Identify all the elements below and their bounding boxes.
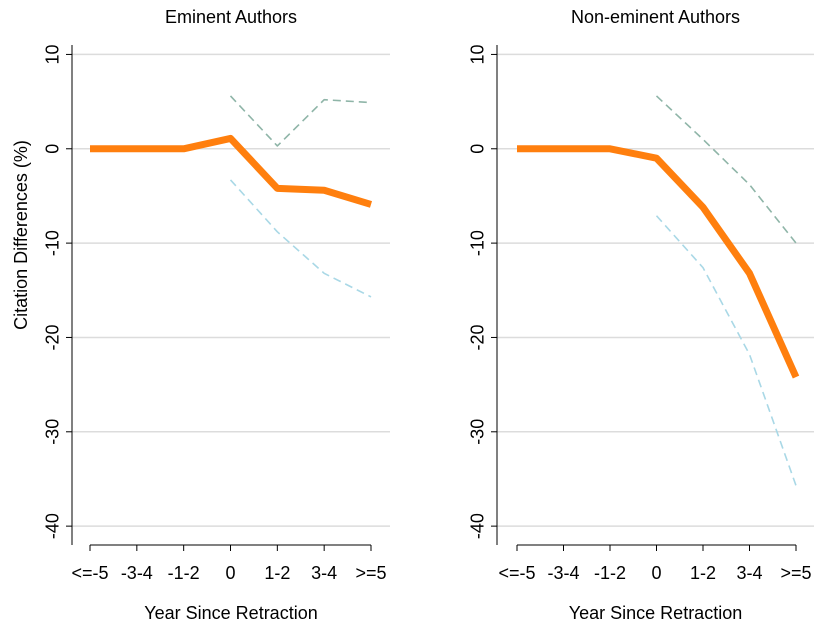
y-tick-label: -10 xyxy=(43,230,63,256)
panel-title: Non-eminent Authors xyxy=(571,7,740,27)
series-line xyxy=(90,134,373,208)
y-tick-label: 10 xyxy=(43,44,63,64)
y-tick-label: -20 xyxy=(468,324,488,350)
x-tick-label: 0 xyxy=(651,563,661,583)
y-axis-label: Citation Differences (%) xyxy=(11,140,31,330)
y-tick-label: 10 xyxy=(468,44,488,64)
x-tick-label: 3-4 xyxy=(736,563,762,583)
x-tick-label: 1-2 xyxy=(264,563,290,583)
series-line xyxy=(229,95,372,147)
y-tick-label: -40 xyxy=(43,513,63,539)
series-line xyxy=(655,215,797,486)
x-tick-label: -1-2 xyxy=(594,563,626,583)
x-tick-label: >=5 xyxy=(355,563,386,583)
x-tick-label: <=-5 xyxy=(71,563,108,583)
x-axis-label: Year Since Retraction xyxy=(569,603,742,623)
x-tick-label: <=-5 xyxy=(498,563,535,583)
panel-title: Eminent Authors xyxy=(165,7,297,27)
y-tick-label: -40 xyxy=(468,513,488,539)
x-tick-label: 0 xyxy=(225,563,235,583)
x-tick-label: -1-2 xyxy=(168,563,200,583)
y-tick-label: -20 xyxy=(43,324,63,350)
series-line xyxy=(517,145,800,379)
y-tick-label: 0 xyxy=(43,144,63,154)
y-tick-label: -30 xyxy=(468,419,488,445)
x-axis-label: Year Since Retraction xyxy=(144,603,317,623)
y-tick-label: 0 xyxy=(468,144,488,154)
y-tick-label: -30 xyxy=(43,419,63,445)
x-tick-label: 3-4 xyxy=(311,563,337,583)
x-tick-label: 1-2 xyxy=(690,563,716,583)
x-tick-label: >=5 xyxy=(780,563,811,583)
series-line xyxy=(229,179,372,298)
x-tick-label: -3-4 xyxy=(121,563,153,583)
series-line xyxy=(655,95,797,244)
x-tick-label: -3-4 xyxy=(547,563,579,583)
y-tick-label: -10 xyxy=(468,230,488,256)
